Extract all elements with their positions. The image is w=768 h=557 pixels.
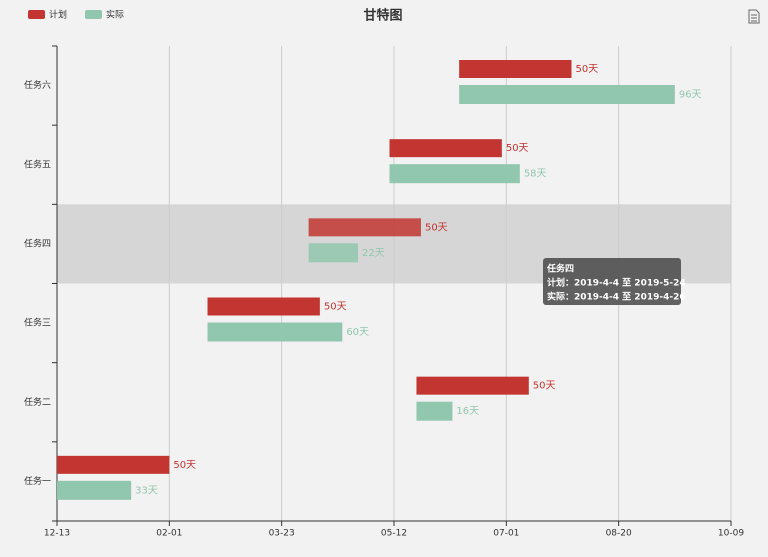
- data-label: 58天: [524, 169, 547, 180]
- data-label: 50天: [324, 302, 347, 313]
- x-tick-label: 10-09: [718, 529, 744, 539]
- y-tick-label: 任务二: [24, 396, 51, 408]
- legend-swatch: [28, 10, 45, 19]
- data-label: 50天: [506, 143, 529, 154]
- x-tick-label: 07-01: [493, 529, 519, 539]
- save-icon-shape[interactable]: [748, 9, 760, 24]
- data-label: 16天: [456, 406, 479, 417]
- bar: [389, 164, 520, 184]
- chart-title: 甘特图: [363, 8, 402, 24]
- data-label: 50天: [533, 381, 556, 392]
- legend-label: 计划: [49, 9, 67, 21]
- data-label: 22天: [362, 248, 385, 259]
- data-label: 50天: [173, 460, 196, 471]
- bar: [308, 218, 421, 237]
- data-label: 60天: [346, 327, 369, 338]
- bar: [207, 297, 320, 316]
- bar: [459, 85, 675, 104]
- bar: [57, 480, 132, 500]
- bar: [459, 60, 572, 78]
- bar: [416, 376, 529, 395]
- bar: [389, 139, 502, 158]
- y-tick-label: 任务四: [24, 237, 51, 249]
- data-label: 33天: [135, 485, 158, 496]
- tooltip-box: [543, 258, 681, 305]
- data-label: 50天: [425, 222, 448, 233]
- tooltip-line: 实际：2019-4-4 至 2019-4-26: [547, 291, 686, 303]
- y-tick-label: 任务六: [24, 79, 51, 91]
- save-icon[interactable]: [748, 9, 760, 24]
- y-tick-label: 任务一: [24, 475, 51, 487]
- bar: [57, 455, 170, 474]
- x-tick-label: 05-12: [381, 529, 407, 539]
- tooltip-line: 计划：2019-4-4 至 2019-5-24: [547, 277, 686, 289]
- y-tick-label: 任务五: [24, 158, 51, 170]
- x-tick-label: 03-23: [269, 529, 295, 539]
- tooltip-title: 任务四: [546, 263, 574, 275]
- x-tick-label: 02-01: [156, 529, 182, 539]
- bar: [308, 243, 359, 263]
- data-label: 96天: [679, 90, 702, 101]
- y-tick-label: 任务三: [24, 317, 51, 329]
- data-label: 50天: [575, 64, 598, 75]
- legend-label: 实际: [106, 9, 124, 21]
- bar: [207, 322, 343, 342]
- bar: [416, 401, 453, 421]
- x-tick-label: 08-20: [606, 529, 632, 539]
- x-tick-label: 12-13: [44, 529, 70, 539]
- legend-swatch: [85, 10, 102, 19]
